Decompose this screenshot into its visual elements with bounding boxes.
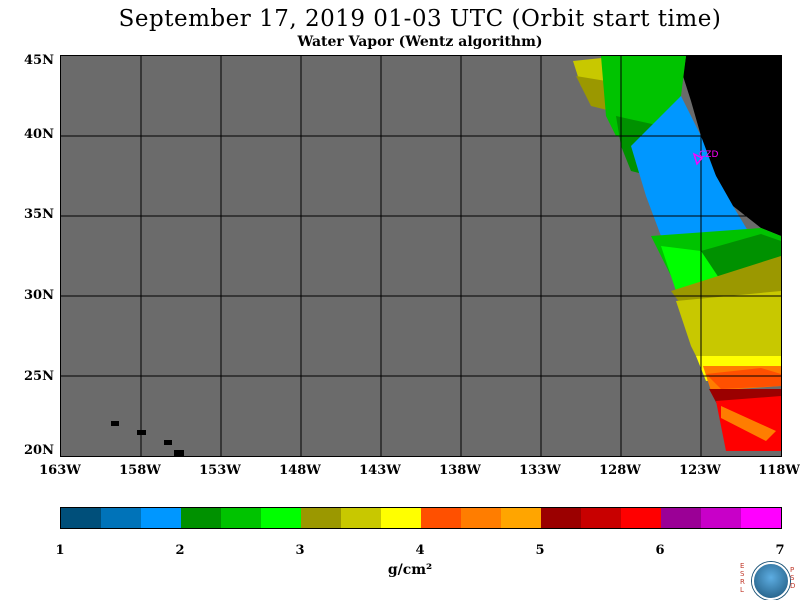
colorbar-swatch-9 <box>421 508 461 528</box>
colorbar-swatch-6 <box>301 508 341 528</box>
lat-label-30n: 30N <box>24 288 54 303</box>
colorbar-tick-3: 3 <box>295 543 305 558</box>
colorbar-swatch-12 <box>541 508 581 528</box>
colorbar-swatch-4 <box>221 508 261 528</box>
colorbar-tick-2: 2 <box>175 543 185 558</box>
lon-label-133w: 133W <box>519 463 561 478</box>
map-subtitle: Water Vapor (Wentz algorithm) <box>297 34 543 50</box>
colorbar-swatch-7 <box>341 508 381 528</box>
colorbar-swatch-15 <box>661 508 701 528</box>
lat-label-40n: 40N <box>24 127 54 142</box>
island-maui <box>164 440 172 445</box>
lon-label-128w: 128W <box>599 463 641 478</box>
island-hawaii <box>174 450 184 456</box>
colorbar-swatch-16 <box>701 508 741 528</box>
colorbar-units: g/cm² <box>387 562 433 578</box>
swath-orange-band <box>721 406 776 441</box>
lon-label-138w: 138W <box>439 463 481 478</box>
island-kauai <box>111 421 119 426</box>
colorbar-swatch-3 <box>181 508 221 528</box>
lon-label-123w: 123W <box>679 463 721 478</box>
colorbar-swatch-5 <box>261 508 301 528</box>
land-mass <box>683 56 781 236</box>
station-label-czd: CZD <box>699 150 718 160</box>
colorbar-swatch-1 <box>101 508 141 528</box>
colorbar-tick-6: 6 <box>655 543 665 558</box>
lat-label-25n: 25N <box>24 369 54 384</box>
lat-label-45n: 45N <box>24 53 54 68</box>
colorbar-swatch-10 <box>461 508 501 528</box>
colorbar-tick-7: 7 <box>775 543 785 558</box>
swath-olive-north <box>576 76 611 111</box>
map-canvas: CZD <box>61 56 781 456</box>
lon-label-143w: 143W <box>359 463 401 478</box>
lon-label-158w: 158W <box>119 463 161 478</box>
swath-blue <box>631 96 751 241</box>
map-grid <box>61 56 781 456</box>
water-vapor-map: CZD <box>60 55 782 457</box>
colorbar-swatch-13 <box>581 508 621 528</box>
colorbar-swatch-8 <box>381 508 421 528</box>
colorbar-swatch-2 <box>141 508 181 528</box>
colorbar-swatch-0 <box>61 508 101 528</box>
lat-label-20n: 20N <box>24 443 54 458</box>
map-title: September 17, 2019 01-03 UTC (Orbit star… <box>118 6 722 32</box>
swath-orangered <box>706 368 781 389</box>
station-marker <box>692 152 704 166</box>
swath-yellow-mid <box>676 291 781 366</box>
lon-label-153w: 153W <box>199 463 241 478</box>
lat-label-35n: 35N <box>24 207 54 222</box>
colorbar-tick-1: 1 <box>55 543 65 558</box>
colorbar-tick-5: 5 <box>535 543 545 558</box>
colorbar-swatch-17 <box>741 508 781 528</box>
colorbar-swatch-11 <box>501 508 541 528</box>
lon-label-118w: 118W <box>758 463 800 478</box>
lon-label-148w: 148W <box>279 463 321 478</box>
colorbar-swatch-14 <box>621 508 661 528</box>
lon-label-163w: 163W <box>39 463 81 478</box>
colorbar-tick-4: 4 <box>415 543 425 558</box>
noaa-emblem-icon <box>752 562 790 600</box>
colorbar <box>60 507 782 529</box>
